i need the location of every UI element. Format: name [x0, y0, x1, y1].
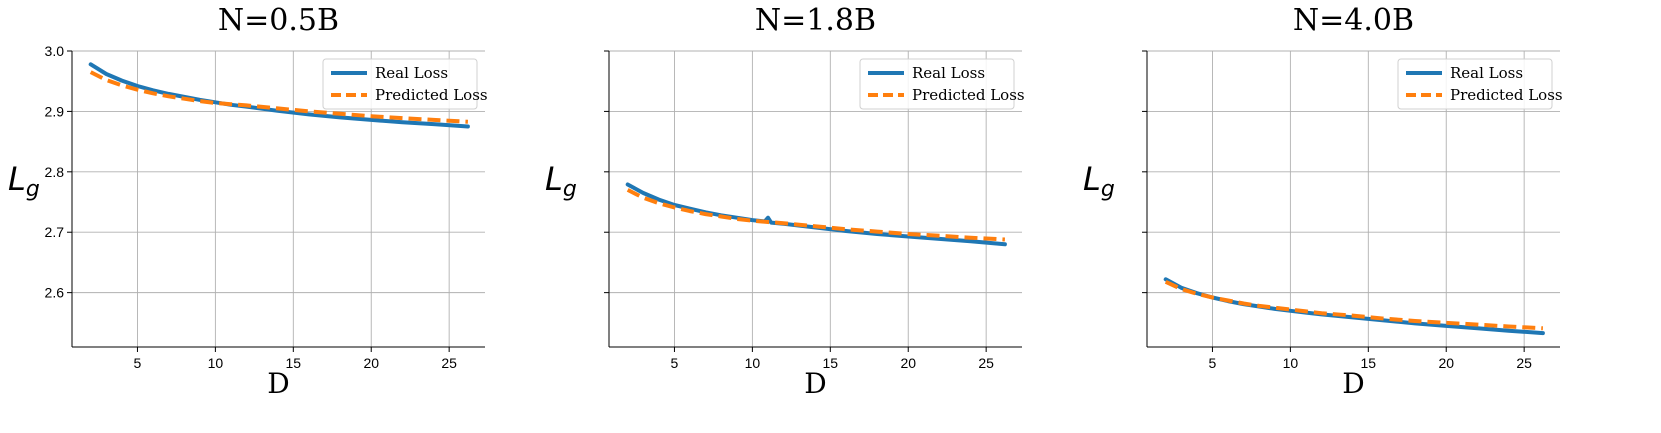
- legend: Real Loss Predicted Loss: [1397, 58, 1563, 110]
- legend-predicted-loss-label: Predicted Loss: [1450, 86, 1563, 104]
- x-axis-label: D: [1342, 367, 1364, 400]
- chart-title: N=0.5B: [218, 3, 339, 38]
- y-axis-label: Lg: [545, 160, 577, 202]
- chart-title: N=4.0B: [1293, 3, 1414, 38]
- legend-real-loss-label: Real Loss: [912, 64, 985, 82]
- y-tick-label: 2.9: [45, 103, 65, 119]
- y-axis-label: Lg: [1083, 160, 1115, 202]
- x-tick-label: 10: [745, 355, 761, 371]
- x-tick-label: 25: [441, 355, 457, 371]
- x-tick-label: 25: [1516, 355, 1532, 371]
- chart-title: N=1.8B: [755, 3, 876, 38]
- x-axis-label: D: [804, 367, 826, 400]
- x-tick-label: 15: [286, 355, 302, 371]
- x-tick-label: 15: [823, 355, 839, 371]
- legend: Real Loss Predicted Loss: [859, 58, 1025, 110]
- series-real-loss-line: [625, 182, 1007, 247]
- y-axis-label-subscript: g: [563, 177, 577, 202]
- y-tick-label: 2.7: [45, 224, 65, 240]
- y-tick-label: 2.6: [45, 285, 65, 301]
- x-tick-label: 10: [208, 355, 224, 371]
- legend-real-loss-label: Real Loss: [1450, 64, 1523, 82]
- y-axis-label-main: L: [545, 160, 563, 198]
- chart-panel-1: 5 10 15 20 25 2.6 2.7 2.8 2.9 3.0 N=0.5B D Lg Real Lo…: [8, 3, 488, 400]
- chart-panel-2: 5 10 15 20 25 N=1.8B D Lg Real Loss Predicted Los…: [545, 3, 1025, 400]
- x-tick-label: 5: [134, 355, 142, 371]
- x-axis-label: D: [267, 367, 289, 400]
- y-tick-label: 2.8: [45, 164, 65, 180]
- x-tick-label: 20: [900, 355, 916, 371]
- series-predicted-loss-line: [1164, 279, 1544, 331]
- y-axis-label: Lg: [8, 160, 40, 202]
- y-axis-label-subscript: g: [1101, 177, 1115, 202]
- legend: Real Loss Predicted Loss: [322, 58, 488, 110]
- series-predicted-loss-line: [626, 188, 1006, 242]
- x-tick-label: 5: [671, 355, 679, 371]
- legend-predicted-loss-label: Predicted Loss: [375, 86, 488, 104]
- x-tick-label: 5: [1209, 355, 1217, 371]
- series-predicted-loss-line: [89, 70, 469, 124]
- x-tick-label: 20: [1438, 355, 1454, 371]
- y-tick-label: 3.0: [45, 43, 65, 59]
- y-axis-label-main: L: [1083, 160, 1101, 198]
- x-tick-label: 25: [978, 355, 994, 371]
- y-axis-label-main: L: [8, 160, 26, 198]
- x-tick-label: 15: [1361, 355, 1377, 371]
- chart-panel-3: 5 10 15 20 25 N=4.0B D Lg Real Loss Predicted Los…: [1083, 3, 1563, 400]
- y-axis-label-subscript: g: [26, 177, 40, 202]
- x-tick-label: 10: [1283, 355, 1299, 371]
- legend-predicted-loss-label: Predicted Loss: [912, 86, 1025, 104]
- legend-real-loss-label: Real Loss: [375, 64, 448, 82]
- x-tick-label: 20: [363, 355, 379, 371]
